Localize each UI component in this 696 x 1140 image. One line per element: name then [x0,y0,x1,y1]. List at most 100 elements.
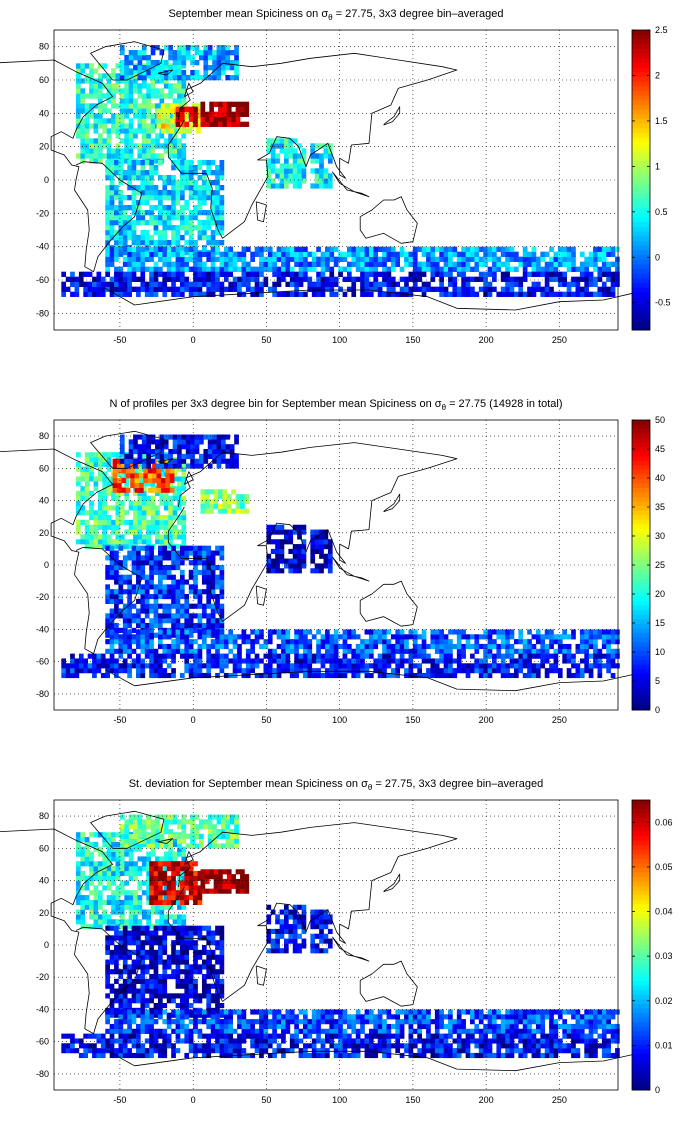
bin-cell [153,240,159,246]
bin-cell [155,510,160,516]
bin-cell [84,63,90,69]
bin-cell [196,123,201,129]
colorbar-step [632,175,650,181]
bin-cell [179,550,185,556]
bin-cell [175,251,181,257]
bin-cell [146,128,151,134]
bin-cell [285,629,291,635]
bin-cell [266,168,272,174]
bin-cell [266,539,272,545]
bin-cell [114,574,119,580]
bin-cell [140,230,146,236]
bin-cell [201,672,207,679]
colorbar-step [632,76,650,83]
bin-cell [226,116,232,122]
bin-cell [159,50,165,56]
bin-cell [281,653,286,659]
bin-cell [109,220,115,226]
bin-cell [395,251,401,257]
bin-cell [150,153,156,159]
bin-cell [109,225,115,231]
bin-cell [399,629,405,635]
bin-cell [373,271,379,277]
bin-cell [263,663,269,669]
bin-cell [465,251,471,257]
bin-cell [221,55,226,61]
bin-cell [75,83,81,89]
bin-cell [118,246,124,252]
bin-cell [562,634,568,640]
bin-cell [452,261,458,267]
bin-cell [606,246,611,252]
bin-cell [105,195,110,201]
bin-cell [140,266,146,272]
bin-cell [61,291,67,297]
bin-cell [97,832,103,838]
bin-cell [105,230,110,236]
bin-cell [74,291,80,297]
bin-cell [297,568,302,574]
bin-cell [166,618,172,624]
bin-cell [386,291,392,297]
colorbar-tick-label: 1.5 [655,116,668,126]
bin-cell [128,153,134,159]
bin-cell [421,672,427,679]
bin-cell [439,291,444,297]
bin-cell [171,589,176,595]
bin-cell [177,148,182,154]
bin-cell [571,256,576,262]
bin-cell [128,909,134,915]
bin-cell [111,123,116,129]
bin-cell [133,500,138,506]
bin-cell [193,880,198,886]
bin-cell [177,846,182,852]
bin-cell [390,648,396,654]
bin-cell [133,133,138,139]
bin-cell [75,914,81,920]
bin-cell [153,870,159,877]
bin-cell [232,266,238,272]
colorbar-step [632,700,650,706]
bin-cell [155,45,160,51]
bin-cell [188,266,194,272]
bin-cell [177,919,182,925]
bin-cell [206,584,212,590]
bin-cell [226,494,232,500]
bin-cell [92,668,97,674]
bin-cell [549,629,554,635]
bin-cell [124,70,130,76]
bin-cell [133,539,138,545]
bin-cell [215,565,220,571]
bin-cell [513,672,519,679]
bin-cell [133,919,138,925]
bin-cell [181,846,187,852]
bin-cell [346,629,352,635]
bin-cell [206,643,212,650]
bin-cell [171,195,176,201]
bin-cell [206,291,212,297]
bin-cell [297,183,302,189]
bin-cell [222,494,228,500]
bin-cell [443,658,449,664]
bin-cell [160,113,166,119]
bin-cell [235,121,241,127]
bin-cell [288,568,294,574]
colorbar-step [632,592,650,598]
bin-cell [89,899,94,906]
bin-cell [171,271,176,277]
bin-cell [531,653,537,659]
bin-cell [606,658,611,664]
bin-cell [276,256,282,262]
bin-cell [456,648,462,654]
bin-cell [93,88,99,94]
bin-cell [158,210,163,216]
bin-cell [75,524,81,530]
colorbar-step [632,81,650,87]
bin-cell [540,286,546,292]
bin-cell [141,133,147,139]
bin-cell [97,138,103,144]
bin-cell [140,603,146,609]
bin-cell [566,246,572,252]
bin-cell [141,128,147,134]
bin-cell [75,841,81,848]
